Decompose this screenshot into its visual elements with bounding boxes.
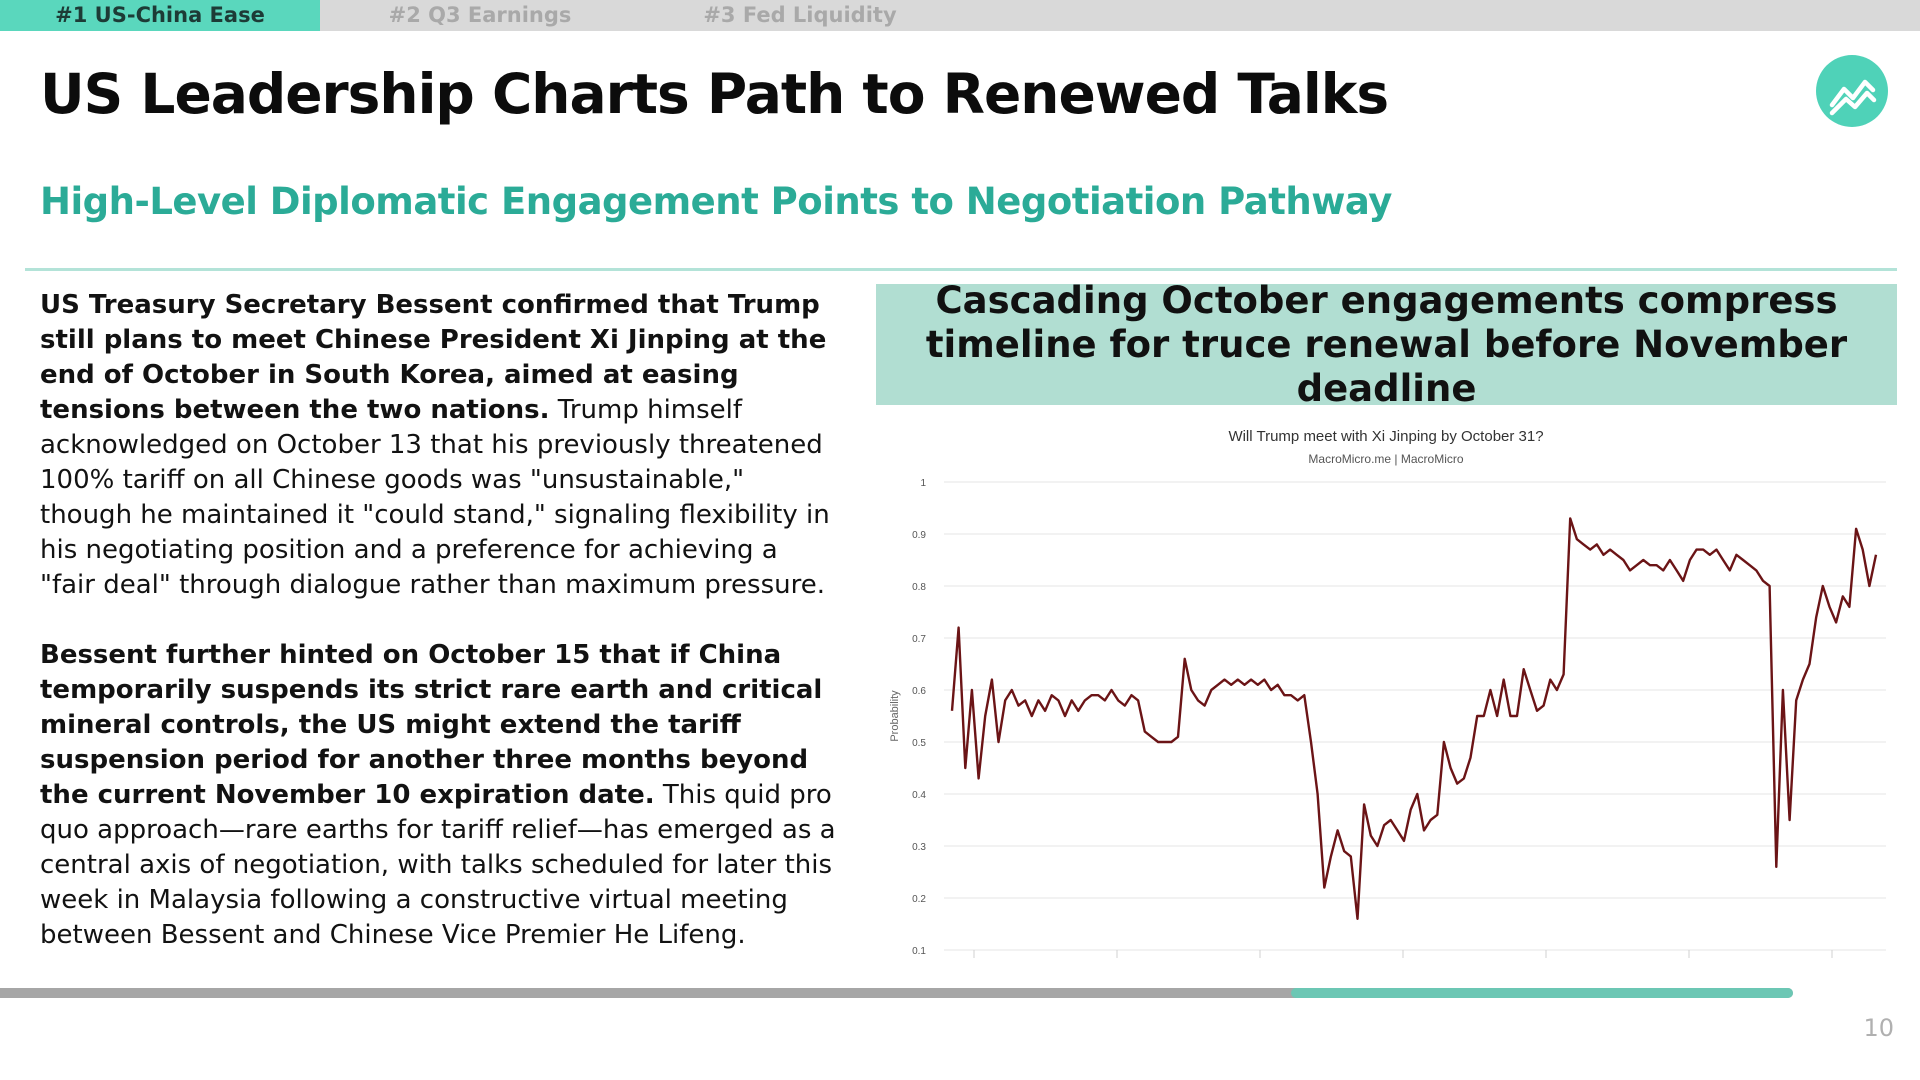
- page-title: US Leadership Charts Path to Renewed Tal…: [40, 62, 1389, 126]
- y-tick-label: 0.8: [912, 582, 926, 593]
- y-tick-label: 0.7: [912, 634, 926, 645]
- page-subtitle: High-Level Diplomatic Engagement Points …: [40, 180, 1392, 223]
- progress-track: [0, 988, 1793, 998]
- y-tick-label: 0.5: [912, 738, 926, 749]
- tab-fed-liquidity[interactable]: #3 Fed Liquidity: [703, 3, 897, 27]
- series-line: [950, 517, 1878, 920]
- chart-title: Will Trump meet with Xi Jinping by Octob…: [1228, 428, 1543, 445]
- y-tick-label: 0.3: [912, 842, 926, 853]
- callout-text: Cascading October engagements compress t…: [925, 278, 1848, 410]
- paragraph-2-rest: This quid pro quo approach—rare earths f…: [40, 780, 836, 950]
- trend-chart-logo-icon: [1816, 55, 1888, 127]
- tab-q3-earnings[interactable]: #2 Q3 Earnings: [388, 3, 572, 27]
- tab-bar: #1 US-China Ease #2 Q3 Earnings #3 Fed L…: [0, 0, 1920, 31]
- paragraph-1: US Treasury Secretary Bessent confirmed …: [40, 288, 840, 603]
- chart-y-axis-label: Probability: [889, 690, 901, 742]
- probability-chart: Will Trump meet with Xi Jinping by Octob…: [876, 420, 1897, 980]
- y-tick-label: 0.2: [912, 894, 926, 905]
- y-tick-label: 0.9: [912, 530, 926, 541]
- paragraph-1-rest: Trump himself acknowledged on October 13…: [40, 395, 830, 600]
- paragraph-2: Bessent further hinted on October 15 tha…: [40, 638, 840, 953]
- y-tick-label: 0.6: [912, 686, 926, 697]
- y-tick-label: 0.1: [912, 946, 926, 957]
- page-number: 10: [1863, 1014, 1894, 1042]
- paragraph-1-bold: US Treasury Secretary Bessent confirmed …: [40, 290, 827, 425]
- y-tick-label: 0.4: [912, 790, 926, 801]
- header-divider: [25, 268, 1897, 271]
- chart-subtitle: MacroMicro.me | MacroMicro: [1308, 452, 1463, 466]
- callout-box: Cascading October engagements compress t…: [876, 279, 1897, 410]
- progress-fill: [1291, 988, 1793, 998]
- tab-us-china-ease[interactable]: #1 US-China Ease: [0, 0, 320, 31]
- body-text: US Treasury Secretary Bessent confirmed …: [40, 288, 840, 953]
- chart-svg: Will Trump meet with Xi Jinping by Octob…: [889, 428, 1886, 958]
- paragraph-2-bold: Bessent further hinted on October 15 tha…: [40, 640, 823, 810]
- y-tick-label: 1: [920, 478, 926, 489]
